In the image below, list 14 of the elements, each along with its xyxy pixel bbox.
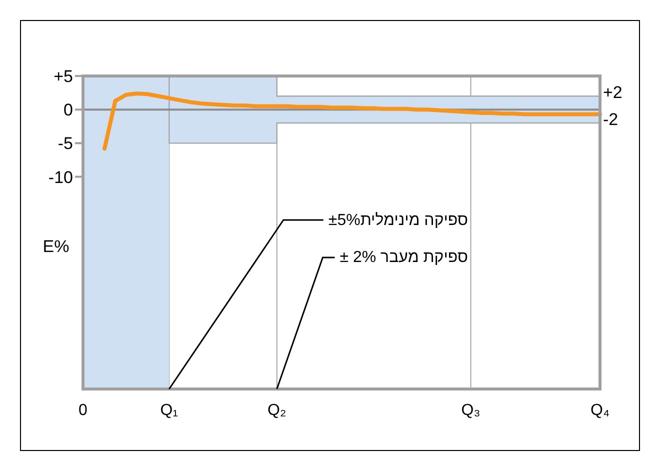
x-tick-label: Q₄ [590, 402, 610, 419]
annotation: ספיקת מעבר 2% ± [340, 249, 468, 266]
y2-tick-label: +2 [603, 83, 622, 102]
y2-tick-label: -2 [603, 110, 618, 130]
x-tick-label: 0 [78, 402, 88, 419]
x-tick-label: Q₂ [268, 402, 286, 419]
y-tick-label: -10 [48, 168, 73, 187]
x-tick-label: Q₁ [160, 402, 178, 419]
y-axis-title: E% [42, 237, 70, 256]
x-tick-label: Q₃ [461, 402, 480, 419]
y-tick-label: +5 [54, 67, 73, 86]
y-tick-label: -5 [58, 134, 73, 154]
y-tick-label: 0 [64, 100, 73, 120]
annotation: ספיקה מינימלית±5% [328, 211, 468, 229]
